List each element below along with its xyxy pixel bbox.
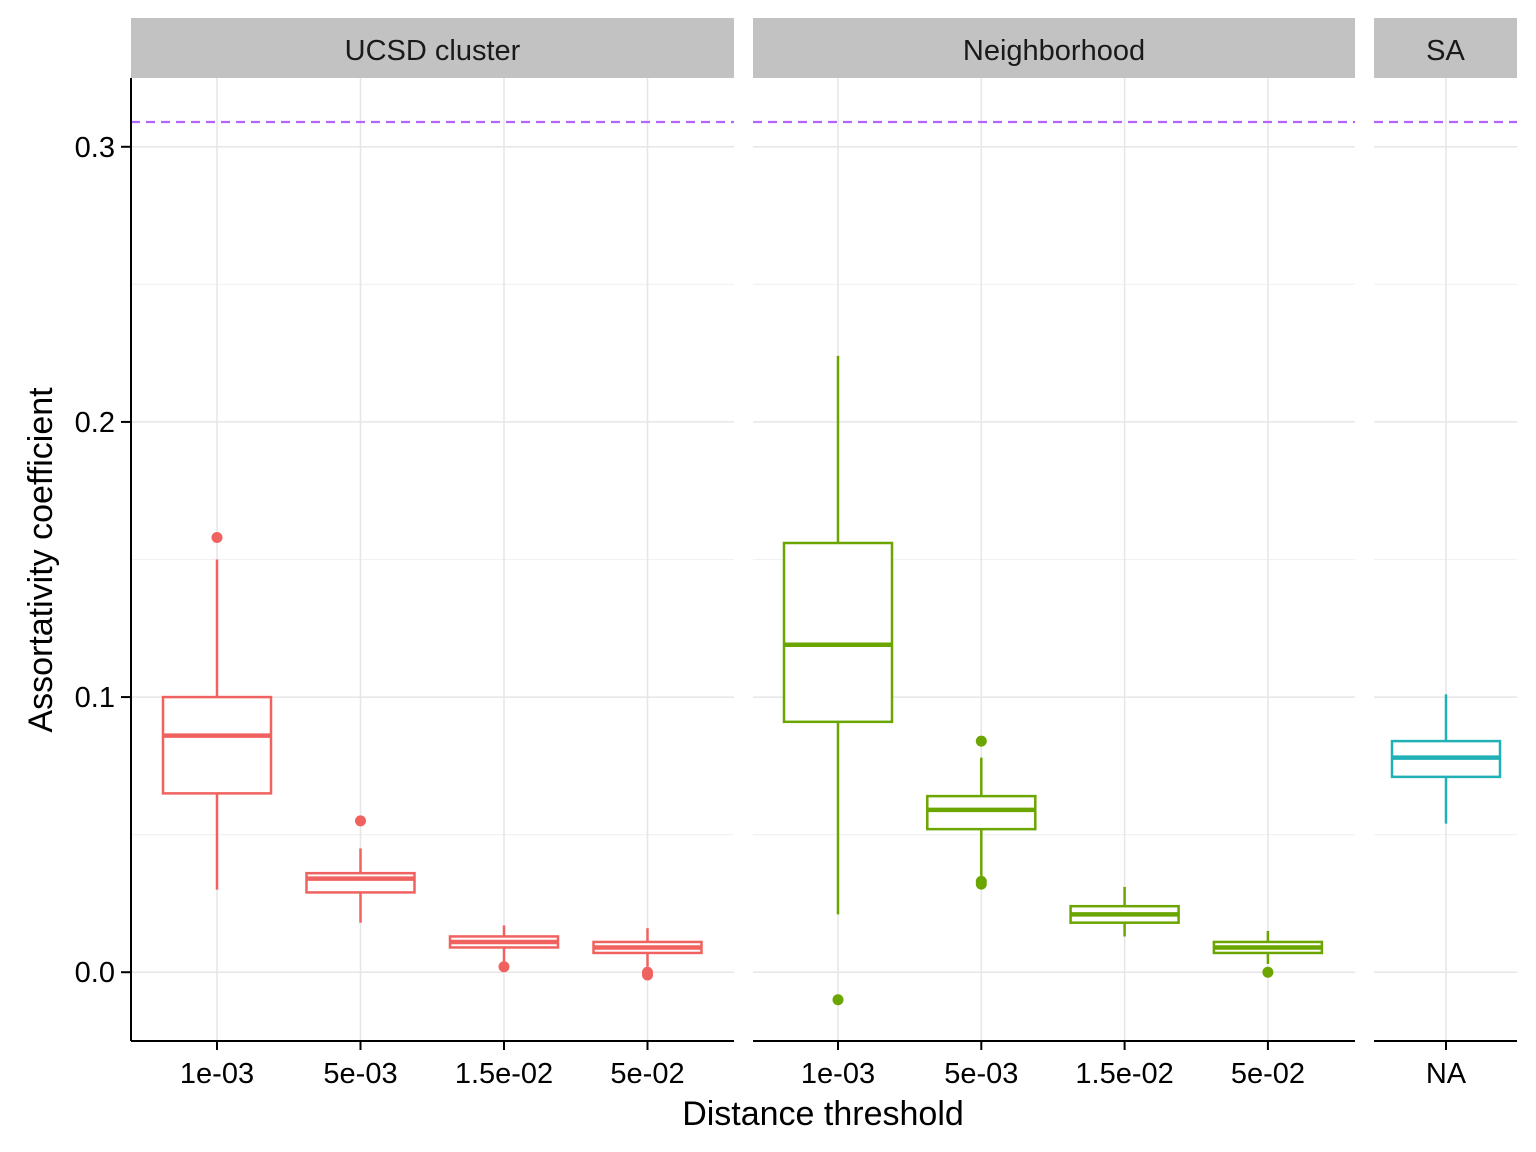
facet-strip — [1374, 18, 1517, 78]
x-tick-label: 5e-03 — [944, 1058, 1018, 1090]
box — [1212, 930, 1324, 978]
box — [305, 815, 416, 923]
x-tick-label: 1.5e-02 — [455, 1058, 553, 1090]
x-tick-label: NA — [1426, 1058, 1467, 1090]
box — [448, 925, 560, 973]
facet-panel: SA NA — [1374, 18, 1517, 1090]
x-axis-title: Distance threshold — [682, 1095, 964, 1133]
y-tick-label: 0.3 — [75, 132, 115, 164]
facet-panel: UCSD cluster 1e-03 5e-03 1.5e-02 5e-02 — [131, 18, 734, 1090]
box — [926, 735, 1037, 890]
y-axis-title: Assortativity coefficient — [22, 387, 60, 733]
x-tick-label: 5e-02 — [610, 1058, 684, 1090]
y-axis: 0.0 0.1 0.2 0.3 — [75, 132, 131, 989]
y-tick-label: 0.1 — [75, 682, 115, 714]
x-tick-label: 5e-02 — [1231, 1058, 1305, 1090]
x-tick-label: 1e-03 — [801, 1058, 875, 1090]
box — [782, 355, 894, 1006]
x-tick-label: 5e-03 — [323, 1058, 397, 1090]
facet-title: Neighborhood — [963, 35, 1145, 67]
facet-strip — [131, 18, 734, 78]
outlier-point — [1262, 966, 1274, 978]
outlier-point — [975, 878, 987, 890]
facet-strip — [753, 18, 1355, 78]
facet-panel: Neighborhood 1e-03 5e-03 1.5e-02 5e-02 — [753, 18, 1355, 1090]
outlier-point — [355, 815, 366, 827]
outlier-point — [832, 994, 844, 1006]
x-tick-label: 1e-03 — [180, 1058, 254, 1090]
box — [1069, 886, 1180, 937]
box-iqr — [161, 695, 273, 795]
box-iqr — [782, 541, 894, 724]
facet-title: SA — [1426, 35, 1465, 67]
box — [592, 928, 703, 981]
y-tick-label: 0.2 — [75, 407, 115, 439]
y-tick-label: 0.0 — [75, 957, 115, 989]
box-iqr — [926, 794, 1037, 831]
outlier-point — [975, 735, 987, 747]
facet-title: UCSD cluster — [345, 35, 521, 67]
outlier-point — [498, 961, 510, 973]
box-iqr — [305, 871, 416, 894]
outlier-point — [211, 531, 223, 543]
x-tick-label: 1.5e-02 — [1075, 1058, 1173, 1090]
box — [161, 531, 273, 890]
box — [1390, 694, 1502, 824]
outlier-point — [642, 969, 653, 981]
